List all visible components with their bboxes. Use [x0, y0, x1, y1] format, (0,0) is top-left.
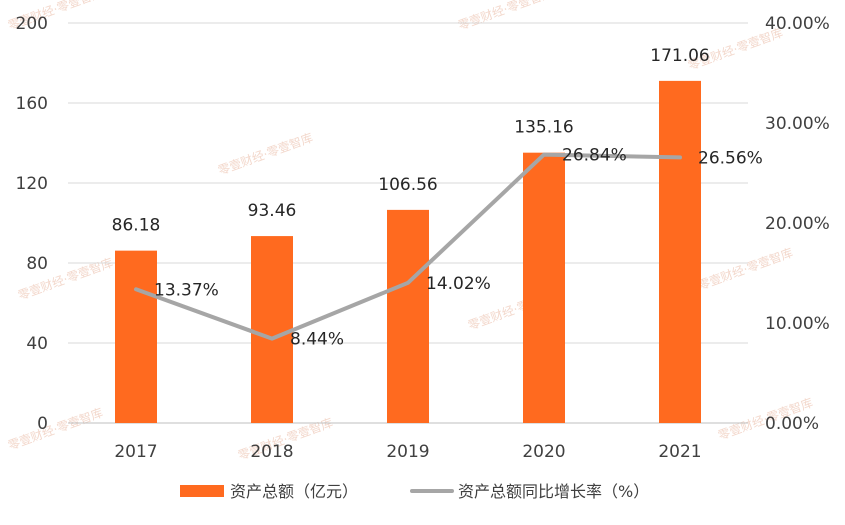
legend-bar-swatch: [180, 485, 224, 497]
line-series: [134, 152, 682, 341]
bar-value-label: 86.18: [112, 216, 161, 236]
legend-bar-label: 资产总额（亿元）: [230, 482, 358, 501]
bar: [387, 209, 429, 423]
bar-value-label: 171.06: [650, 46, 709, 66]
line-value-label: 14.02%: [426, 274, 491, 294]
legend: 资产总额（亿元） 资产总额同比增长率（%）: [180, 482, 649, 501]
line-value-label: 26.84%: [562, 146, 627, 166]
legend-line-label: 资产总额同比增长率（%）: [458, 482, 649, 501]
x-axis-tick-label: 2017: [114, 442, 157, 462]
line-value-label: 13.37%: [154, 280, 219, 300]
line-value-label: 8.44%: [290, 330, 344, 350]
bar-value-label: 106.56: [378, 175, 437, 195]
right-axis-tick-label: 30.00%: [765, 114, 830, 134]
line-value-label: 26.56%: [698, 148, 763, 168]
bar: [523, 152, 565, 423]
left-axis-tick-label: 80: [26, 254, 48, 274]
x-axis-tick-label: 2018: [250, 442, 293, 462]
watermark-text: 零壹财经·零壹智库: [6, 405, 105, 453]
x-axis-tick-label: 2019: [386, 442, 429, 462]
right-axis-tick-label: 0.00%: [765, 414, 819, 434]
left-axis-tick-label: 40: [26, 334, 48, 354]
x-axis-tick-label: 2020: [522, 442, 565, 462]
left-axis-tick-label: 200: [16, 14, 48, 34]
bar: [659, 80, 701, 423]
bar-value-label: 135.16: [514, 118, 573, 138]
x-axis-tick-label: 2021: [658, 442, 701, 462]
bar-series: [115, 80, 701, 423]
left-axis-tick-label: 0: [37, 414, 48, 434]
bar: [251, 236, 293, 423]
bar: [115, 250, 157, 423]
left-axis-tick-label: 120: [16, 174, 48, 194]
growth-rate-line: [134, 152, 682, 341]
right-axis-tick-label: 40.00%: [765, 14, 830, 34]
right-axis-tick-label: 20.00%: [765, 214, 830, 234]
watermark-text: 零壹财经·零壹智库: [696, 245, 795, 293]
left-axis-tick-label: 160: [16, 94, 48, 114]
axes: 0 40 80 120 160 200 0.00% 10.00% 20.00% 30.00% 40.…: [16, 14, 830, 462]
bar-value-label: 93.46: [248, 201, 297, 221]
right-axis-tick-label: 10.00%: [765, 314, 830, 334]
data-labels: 86.18 93.46 106.56 135.16 171.06 13.37% 8.44% 1…: [112, 46, 763, 350]
watermark-text: 零壹财经·零壹智库: [216, 130, 315, 178]
watermark-text: 零壹财经·零壹智库: [456, 0, 555, 33]
